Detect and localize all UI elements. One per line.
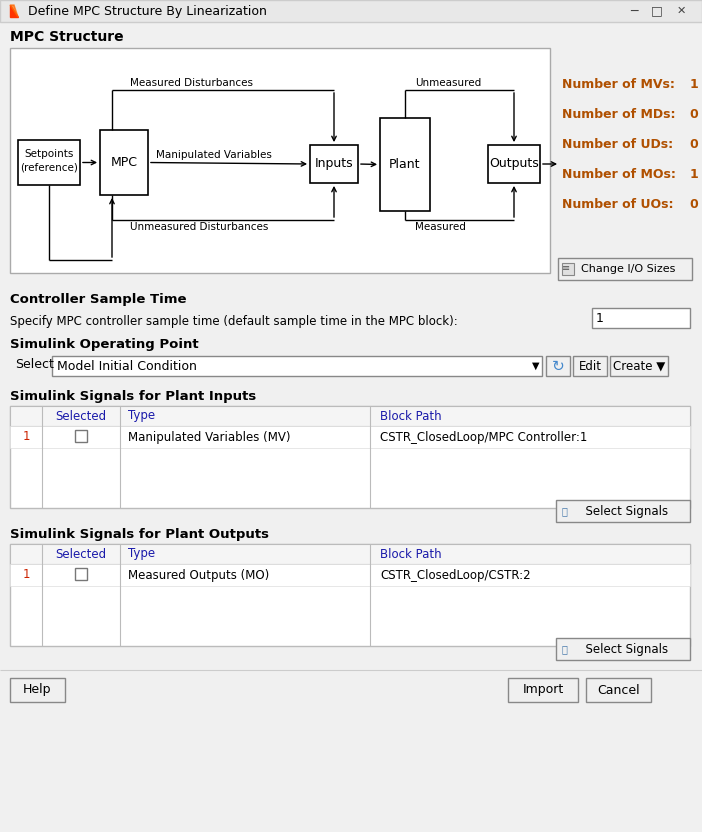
Bar bbox=[10, 678, 65, 702]
Text: Simulink Signals for Plant Inputs: Simulink Signals for Plant Inputs bbox=[10, 390, 256, 403]
Text: □: □ bbox=[651, 4, 663, 17]
Text: Number of UDs:: Number of UDs: bbox=[562, 138, 673, 151]
Text: Number of MVs:: Number of MVs: bbox=[562, 78, 675, 92]
Text: Number of UOs:: Number of UOs: bbox=[562, 199, 673, 211]
Text: Define MPC Structure By Linearization: Define MPC Structure By Linearization bbox=[28, 4, 267, 17]
Text: Cancel: Cancel bbox=[597, 684, 640, 696]
Text: CSTR_ClosedLoop/MPC Controller:1: CSTR_ClosedLoop/MPC Controller:1 bbox=[380, 430, 588, 443]
Text: CSTR_ClosedLoop/CSTR:2: CSTR_ClosedLoop/CSTR:2 bbox=[380, 568, 531, 582]
Bar bbox=[508, 678, 578, 702]
Bar bbox=[310, 145, 358, 183]
Text: Type: Type bbox=[128, 409, 155, 423]
Polygon shape bbox=[10, 5, 18, 17]
Text: Outputs: Outputs bbox=[489, 157, 539, 171]
Bar bbox=[10, 406, 690, 508]
Text: 1: 1 bbox=[689, 78, 698, 92]
Bar bbox=[558, 258, 692, 280]
Text: Type: Type bbox=[128, 547, 155, 561]
Text: Unmeasured: Unmeasured bbox=[415, 78, 482, 88]
Polygon shape bbox=[10, 5, 18, 17]
Text: Plant: Plant bbox=[389, 158, 420, 171]
Bar bbox=[573, 356, 607, 376]
Text: Create ▼: Create ▼ bbox=[613, 359, 665, 373]
Text: Selected: Selected bbox=[55, 409, 107, 423]
Text: Help: Help bbox=[23, 684, 52, 696]
Text: Unmeasured Disturbances: Unmeasured Disturbances bbox=[130, 222, 268, 232]
Text: Select Signals: Select Signals bbox=[578, 504, 668, 518]
Text: Simulink Operating Point: Simulink Operating Point bbox=[10, 338, 199, 351]
Text: ✕: ✕ bbox=[676, 6, 686, 16]
Text: 🎙: 🎙 bbox=[562, 506, 568, 516]
Bar bbox=[10, 48, 550, 273]
Text: Import: Import bbox=[522, 684, 564, 696]
Bar bbox=[10, 564, 690, 586]
Bar bbox=[10, 426, 690, 448]
Text: Measured Outputs (MO): Measured Outputs (MO) bbox=[128, 568, 270, 582]
Text: 0: 0 bbox=[689, 138, 698, 151]
Bar bbox=[610, 356, 668, 376]
Text: MPC Structure: MPC Structure bbox=[10, 30, 124, 44]
Text: Manipulated Variables: Manipulated Variables bbox=[156, 151, 272, 161]
Bar bbox=[18, 140, 80, 185]
Text: 0: 0 bbox=[689, 108, 698, 121]
Text: MPC: MPC bbox=[110, 156, 138, 169]
Text: Specify MPC controller sample time (default sample time in the MPC block):: Specify MPC controller sample time (defa… bbox=[10, 315, 458, 328]
Text: Setpoints: Setpoints bbox=[25, 149, 74, 159]
Bar bbox=[75, 430, 87, 442]
Text: Select: Select bbox=[15, 359, 54, 372]
Text: Select Signals: Select Signals bbox=[578, 642, 668, 656]
Text: Measured: Measured bbox=[415, 222, 466, 232]
Bar bbox=[586, 678, 651, 702]
Bar bbox=[592, 308, 690, 328]
Text: Simulink Signals for Plant Outputs: Simulink Signals for Plant Outputs bbox=[10, 528, 269, 541]
Text: Number of MOs:: Number of MOs: bbox=[562, 169, 676, 181]
Text: 0: 0 bbox=[689, 199, 698, 211]
Text: 🎙: 🎙 bbox=[562, 644, 568, 654]
Bar bbox=[100, 130, 148, 195]
Bar bbox=[10, 544, 690, 564]
Bar bbox=[380, 118, 430, 211]
Text: ▼: ▼ bbox=[532, 361, 540, 371]
Bar bbox=[0, 0, 702, 22]
Text: 1: 1 bbox=[22, 430, 29, 443]
Bar bbox=[10, 406, 690, 426]
Bar bbox=[10, 544, 690, 646]
Text: ≡: ≡ bbox=[562, 263, 570, 273]
Polygon shape bbox=[8, 3, 22, 19]
Text: Model Initial Condition: Model Initial Condition bbox=[57, 359, 197, 373]
Text: 1: 1 bbox=[689, 169, 698, 181]
Bar bbox=[75, 568, 87, 580]
Text: Controller Sample Time: Controller Sample Time bbox=[10, 293, 187, 306]
Text: Block Path: Block Path bbox=[380, 409, 442, 423]
Text: Change I/O Sizes: Change I/O Sizes bbox=[574, 264, 676, 274]
Text: Block Path: Block Path bbox=[380, 547, 442, 561]
Text: Inputs: Inputs bbox=[314, 157, 353, 171]
Bar bbox=[546, 356, 570, 376]
Text: 1: 1 bbox=[22, 568, 29, 582]
Text: Selected: Selected bbox=[55, 547, 107, 561]
Text: ─: ─ bbox=[630, 4, 637, 17]
Text: ↻: ↻ bbox=[552, 359, 564, 374]
Bar bbox=[52, 356, 542, 376]
Bar bbox=[556, 638, 690, 660]
Text: Manipulated Variables (MV): Manipulated Variables (MV) bbox=[128, 430, 291, 443]
Text: Number of MDs:: Number of MDs: bbox=[562, 108, 675, 121]
Text: Measured Disturbances: Measured Disturbances bbox=[130, 78, 253, 88]
Bar bbox=[488, 145, 540, 183]
Text: (reference): (reference) bbox=[20, 163, 78, 173]
Bar bbox=[556, 500, 690, 522]
Bar bbox=[562, 263, 574, 275]
Text: Edit: Edit bbox=[578, 359, 602, 373]
Text: 1: 1 bbox=[596, 311, 604, 324]
